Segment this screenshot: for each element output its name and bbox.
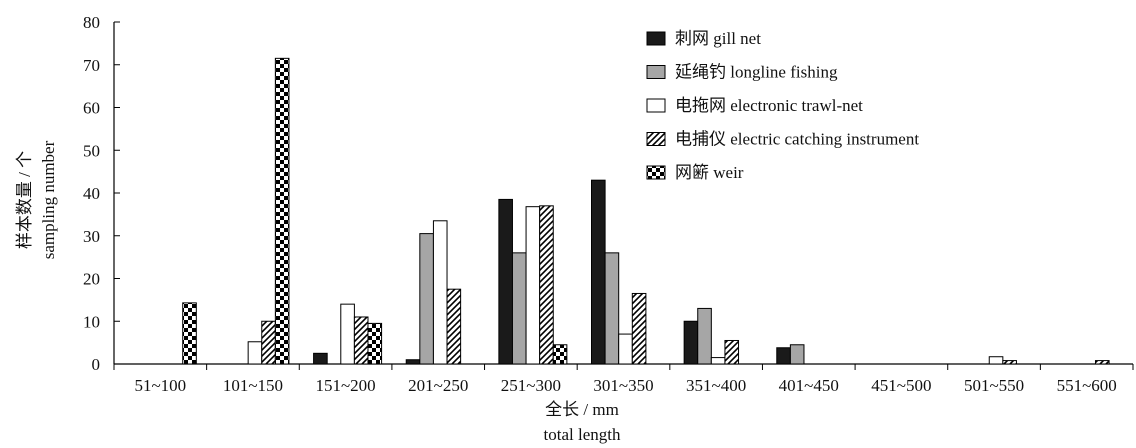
y-tick-label: 60 [83,99,100,118]
bar-series-4 [446,288,462,365]
bar-series-5 [367,322,383,365]
y-tick-label: 40 [83,184,100,203]
legend-swatch [646,98,666,113]
bar-series-4 [724,339,740,365]
x-tick-label: 451~500 [871,376,931,395]
bar-series-4 [353,316,369,365]
y-tick-label: 70 [83,56,100,75]
bar-series-1 [313,352,328,365]
y-tick-label: 30 [83,227,100,246]
bar-series-3 [525,206,541,365]
bar-series-3 [247,341,263,365]
bar-series-4 [261,320,276,365]
bar-series-3 [340,303,355,365]
legend-swatch [646,65,666,79]
axes: 0 10 20 30 40 50 60 70 80 51~100 101~150 151~200 201… [83,13,1134,395]
legend: 刺网 gill net 延绳钓 longline fishing 电拖网 elect… [646,29,919,182]
x-tick-label: 551~600 [1057,376,1117,395]
bar-series-3 [618,333,633,365]
x-axis-title-cn: 全长 / mm [545,400,619,419]
bar-series-2 [697,307,712,365]
x-tick-label: 51~100 [134,376,186,395]
y-tick-label: 80 [83,13,100,32]
bar-series-3 [710,357,726,365]
legend-swatch [646,132,666,146]
legend-label: 电捕仪 electric catching instrument [675,130,919,149]
bar-series-5 [552,344,568,365]
x-tick-label: 501~550 [964,376,1024,395]
x-tick-label: 201~250 [408,376,468,395]
y-tick-label: 50 [83,141,100,160]
bar-series-4 [539,205,554,365]
x-tick-label: 151~200 [315,376,375,395]
bar-series-3 [988,356,1004,365]
bar-series-1 [591,179,606,365]
legend-label: 网簖 weir [675,163,744,182]
y-tick-label: 20 [83,270,100,289]
bar-series-5 [274,57,290,365]
legend-label: 延绳钓 longline fishing [675,63,838,82]
bar-series-1 [498,198,513,365]
bar-series-2 [511,252,527,365]
bar-series-2 [789,344,805,365]
y-tick-label: 0 [92,355,101,374]
y-axis-title-cn: 样本数量 / 个 [15,151,34,249]
bar-series-4 [1094,360,1110,365]
bars [182,57,1110,365]
x-axis-title-en: total length [544,425,621,444]
legend-label: 刺网 gill net [675,29,761,48]
legend-swatch [646,31,666,46]
bar-series-1 [405,359,421,365]
x-tick-label: 401~450 [779,376,839,395]
legend-label: 电拖网 electronic trawl-net [675,96,863,115]
bar-series-1 [683,320,699,365]
y-tick-label: 10 [83,312,100,331]
legend-swatch [646,165,666,180]
bar-series-2 [604,252,620,365]
x-tick-label: 101~150 [223,376,283,395]
bar-series-2 [419,233,434,365]
x-tick-label: 301~350 [593,376,653,395]
x-tick-label: 351~400 [686,376,746,395]
x-tick-label: 251~300 [501,376,561,395]
bar-series-1 [776,347,791,365]
bar-series-4 [631,292,647,365]
y-axis-title-en: sampling number [39,140,58,259]
bar-series-3 [432,220,448,365]
bar-series-5 [182,302,197,365]
bar-series-4 [1002,360,1017,365]
